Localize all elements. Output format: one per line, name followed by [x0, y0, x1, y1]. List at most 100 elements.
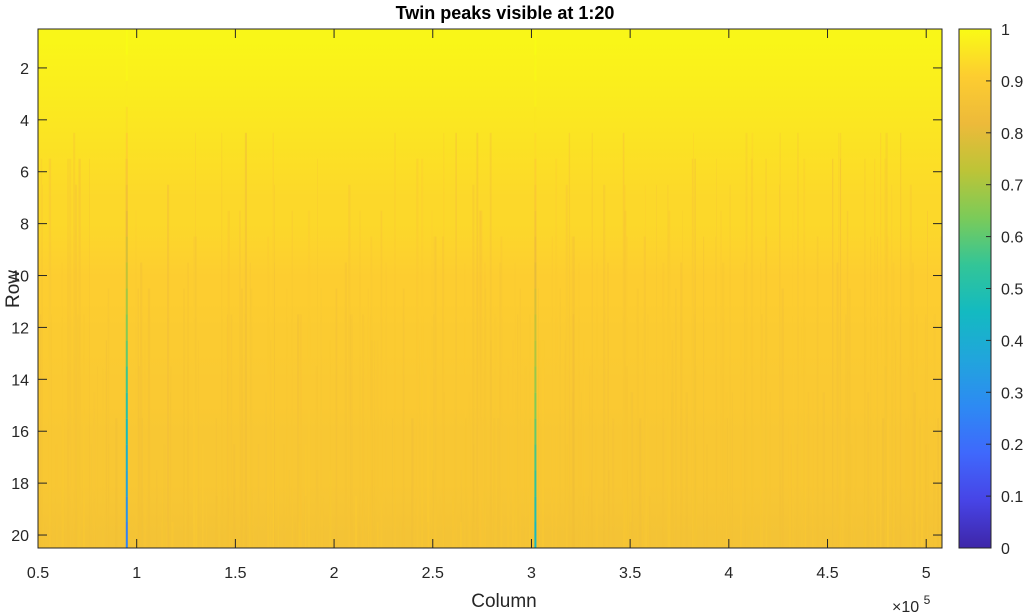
heatmap-streak [596, 262, 598, 548]
heatmap-streak [915, 522, 918, 548]
heatmap-streak [517, 314, 519, 548]
heatmap-streak [788, 418, 791, 549]
heatmap-streak [206, 496, 208, 548]
heatmap-streak [624, 210, 627, 549]
heatmap-streak [595, 418, 597, 549]
heatmap-streak [626, 236, 628, 548]
heatmap-streak [694, 158, 696, 549]
heatmap-streak [848, 288, 851, 548]
heatmap-streak [49, 522, 52, 548]
heatmap-streak [622, 132, 625, 549]
heatmap-streak [473, 522, 475, 548]
heatmap-streak [274, 184, 275, 548]
heatmap-streak [842, 444, 844, 548]
x-axis-exponent: ×10 5 [892, 593, 931, 616]
heatmap-streak [483, 366, 485, 548]
heatmap-streak [891, 392, 893, 548]
heatmap-streak [940, 236, 943, 548]
heatmap-streak [740, 340, 742, 548]
heatmap-streak [257, 444, 260, 548]
heatmap-streak [589, 392, 590, 548]
heatmap-streak [494, 314, 497, 548]
heatmap-streak [201, 444, 204, 548]
heatmap-streak [165, 522, 167, 548]
heatmap-streak [107, 288, 110, 548]
x-tick-label: 2.5 [422, 565, 444, 582]
heatmap-streak [161, 522, 163, 548]
heatmap-streak [497, 418, 500, 549]
peak-line-segment [534, 444, 537, 471]
heatmap-streak [722, 262, 725, 548]
heatmap-streak [685, 392, 688, 548]
heatmap-streak [886, 340, 888, 548]
heatmap-streak [464, 262, 466, 548]
heatmap-streak [612, 418, 615, 549]
heatmap-streak [760, 262, 762, 548]
peak-line-segment [534, 340, 537, 367]
heatmap-streak [583, 340, 585, 548]
heatmap-streak [233, 444, 236, 548]
colorbar-ticks: 0 0.1 0.2 0.3 0.4 0.5 0.6 0.7 0.8 0.9 1 [986, 22, 1023, 558]
y-tick-label: 10 [11, 269, 29, 286]
peak-line-segment [534, 314, 537, 341]
heatmap-streak [227, 210, 230, 549]
heatmap-streak [369, 314, 371, 548]
heatmap-streak [359, 210, 361, 549]
heatmap-streak [452, 496, 454, 548]
heatmap-streak [607, 262, 609, 548]
heatmap-streak [269, 340, 272, 548]
heatmap-streak [565, 444, 569, 548]
heatmap-streak [751, 132, 754, 549]
heatmap-streak [803, 158, 806, 549]
x-tick-label: 0.5 [27, 565, 49, 582]
heatmap-streak [694, 366, 698, 548]
heatmap-streak [797, 132, 799, 549]
heatmap-streak [299, 314, 302, 548]
heatmap-streak [538, 340, 541, 548]
heatmap-streak [411, 418, 414, 549]
heatmap-streak [662, 262, 665, 548]
peak-line-segment [534, 470, 537, 497]
heatmap-streak [572, 314, 575, 548]
x-tick-label: 2 [330, 565, 339, 582]
heatmap-streak [252, 444, 254, 548]
heatmap-streak [646, 496, 648, 548]
heatmap-streak [555, 158, 558, 549]
heatmap-streak [726, 418, 728, 549]
heatmap-streak [779, 132, 781, 549]
heatmap-streak [443, 392, 445, 548]
heatmap-streak [294, 522, 297, 548]
heatmap-streak [796, 444, 798, 548]
peak-line-segment [125, 236, 128, 263]
heatmap-streak [265, 392, 267, 548]
heatmap-streak [744, 392, 746, 548]
x-tick-label: 3.5 [619, 565, 641, 582]
heatmap-streak [807, 392, 810, 548]
heatmap-streak [267, 236, 270, 548]
colorbar-tick-label: 1 [1001, 22, 1010, 39]
heatmap-streak [239, 210, 241, 549]
heatmap-streak [891, 184, 893, 548]
heatmap-streak [691, 158, 694, 549]
heatmap-streak [193, 236, 196, 548]
x-exponent-power: 5 [924, 593, 931, 607]
x-tick-label: 5 [922, 565, 931, 582]
heatmap-streak [578, 262, 580, 548]
heatmap-streak [218, 470, 220, 548]
colorbar-tick-label: 0.1 [1001, 489, 1023, 506]
y-tick-label: 8 [20, 217, 29, 234]
heatmap-streak [490, 340, 492, 548]
heatmap-streak [928, 444, 929, 548]
heatmap-streak [565, 184, 568, 548]
heatmap-streak [800, 522, 802, 548]
heatmap-streak [443, 132, 445, 549]
colorbar: 0 0.1 0.2 0.3 0.4 0.5 0.6 0.7 0.8 0.9 1 [958, 22, 1023, 558]
heatmap-streak [362, 418, 363, 549]
heatmap-streak [40, 158, 43, 549]
heatmap-streak [915, 366, 918, 548]
heatmap-streak [909, 184, 912, 548]
heatmap-streak [515, 392, 518, 548]
peak-line-segment [534, 132, 537, 159]
heatmap-streak [480, 210, 483, 549]
heatmap-streak [832, 158, 834, 549]
